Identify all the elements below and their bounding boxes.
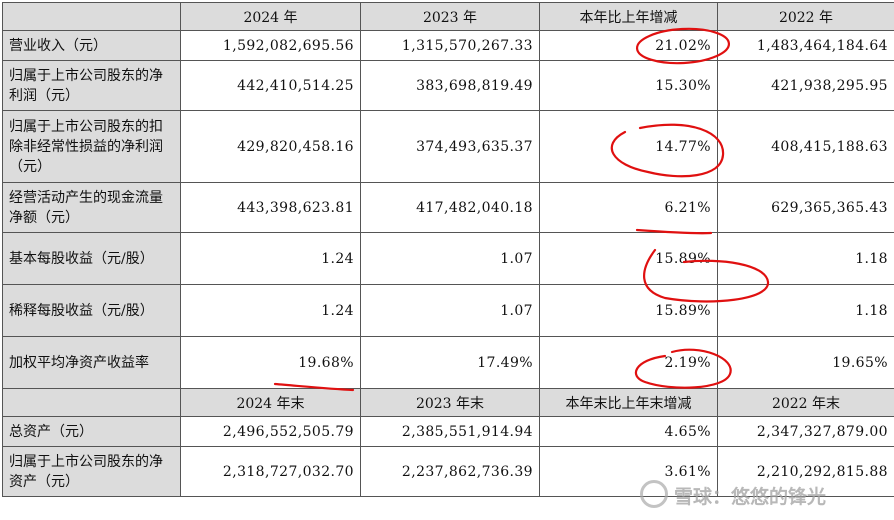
row-label: 营业收入（元） [2,30,181,61]
value-change: 15.89% [539,284,718,337]
value-change: 14.77% [539,110,718,183]
value-2024: 2,496,552,505.79 [180,416,361,447]
financial-summary-table: 2024 年 2023 年 本年比上年增减 2022 年 营业收入（元） 1,5… [2,2,894,497]
header-change: 本年比上年增减 [539,2,718,31]
table-row: 总资产（元） 2,496,552,505.79 2,385,551,914.94… [2,416,894,447]
value-2024: 429,820,458.16 [180,110,361,183]
value-2022: 19.65% [717,336,894,389]
value-change: 3.61% [539,446,718,497]
value-change: 15.89% [539,232,718,285]
value-change: 2.19% [539,336,718,389]
header-2023-end: 2023 年末 [360,388,540,417]
header-2022: 2022 年 [717,2,894,31]
value-2022: 1,483,464,184.64 [717,30,894,61]
value-2023: 417,482,040.18 [360,182,540,233]
value-2024: 442,410,514.25 [180,60,361,111]
value-2023: 1.07 [360,232,540,285]
table-row: 营业收入（元） 1,592,082,695.56 1,315,570,267.3… [2,30,894,61]
table-row: 归属于上市公司股东的扣除非经常性损益的净利润（元） 429,820,458.16… [2,110,894,183]
row-label: 归属于上市公司股东的净资产（元） [2,446,181,497]
value-2022: 421,938,295.95 [717,60,894,111]
value-2023: 1,315,570,267.33 [360,30,540,61]
watermark: 雪球：悠悠的锋光 [640,480,890,510]
value-2024: 443,398,623.81 [180,182,361,233]
table-row: 加权平均净资产收益率 19.68% 17.49% 2.19% 19.65% [2,336,894,389]
value-2022: 1.18 [717,232,894,285]
value-change: 4.65% [539,416,718,447]
value-2022: 1.18 [717,284,894,337]
value-2023: 1.07 [360,284,540,337]
header-2024-end: 2024 年末 [180,388,361,417]
header-2024: 2024 年 [180,2,361,31]
snowball-logo-icon [640,480,668,508]
row-label: 归属于上市公司股东的净利润（元） [2,60,181,111]
value-2024: 1.24 [180,232,361,285]
value-2024: 1,592,082,695.56 [180,30,361,61]
table-row: 归属于上市公司股东的净资产（元） 2,318,727,032.70 2,237,… [2,446,894,497]
value-change: 21.02% [539,30,718,61]
value-2022: 2,210,292,815.88 [717,446,894,497]
value-2023: 2,237,862,736.39 [360,446,540,497]
row-label: 总资产（元） [2,416,181,447]
watermark-text: 雪球：悠悠的锋光 [674,486,827,508]
table-row: 基本每股收益（元/股） 1.24 1.07 15.89% 1.18 [2,232,894,285]
row-label: 稀释每股收益（元/股） [2,284,181,337]
row-label: 基本每股收益（元/股） [2,232,181,285]
value-change: 6.21% [539,182,718,233]
header-row: 2024 年 2023 年 本年比上年增减 2022 年 [2,2,894,31]
header-2023: 2023 年 [360,2,540,31]
table-row: 稀释每股收益（元/股） 1.24 1.07 15.89% 1.18 [2,284,894,337]
value-2022: 629,365,365.43 [717,182,894,233]
value-2022: 2,347,327,879.00 [717,416,894,447]
header-2022-end: 2022 年末 [717,388,894,417]
value-2024: 2,318,727,032.70 [180,446,361,497]
value-2023: 17.49% [360,336,540,389]
header-blank-cell [2,2,181,31]
table-row: 归属于上市公司股东的净利润（元） 442,410,514.25 383,698,… [2,60,894,111]
value-2024: 1.24 [180,284,361,337]
value-2022: 408,415,188.63 [717,110,894,183]
period-end-header-row: 2024 年末 2023 年末 本年末比上年末增减 2022 年末 [2,388,894,417]
value-2023: 383,698,819.49 [360,60,540,111]
value-2023: 374,493,635.37 [360,110,540,183]
value-2023: 2,385,551,914.94 [360,416,540,447]
row-label: 加权平均净资产收益率 [2,336,181,389]
value-change: 15.30% [539,60,718,111]
row-label: 经营活动产生的现金流量净额（元） [2,182,181,233]
row-label: 归属于上市公司股东的扣除非经常性损益的净利润（元） [2,110,181,183]
value-2024: 19.68% [180,336,361,389]
header-change-end: 本年末比上年末增减 [539,388,718,417]
header-blank-cell [2,388,181,417]
table-row: 经营活动产生的现金流量净额（元） 443,398,623.81 417,482,… [2,182,894,233]
